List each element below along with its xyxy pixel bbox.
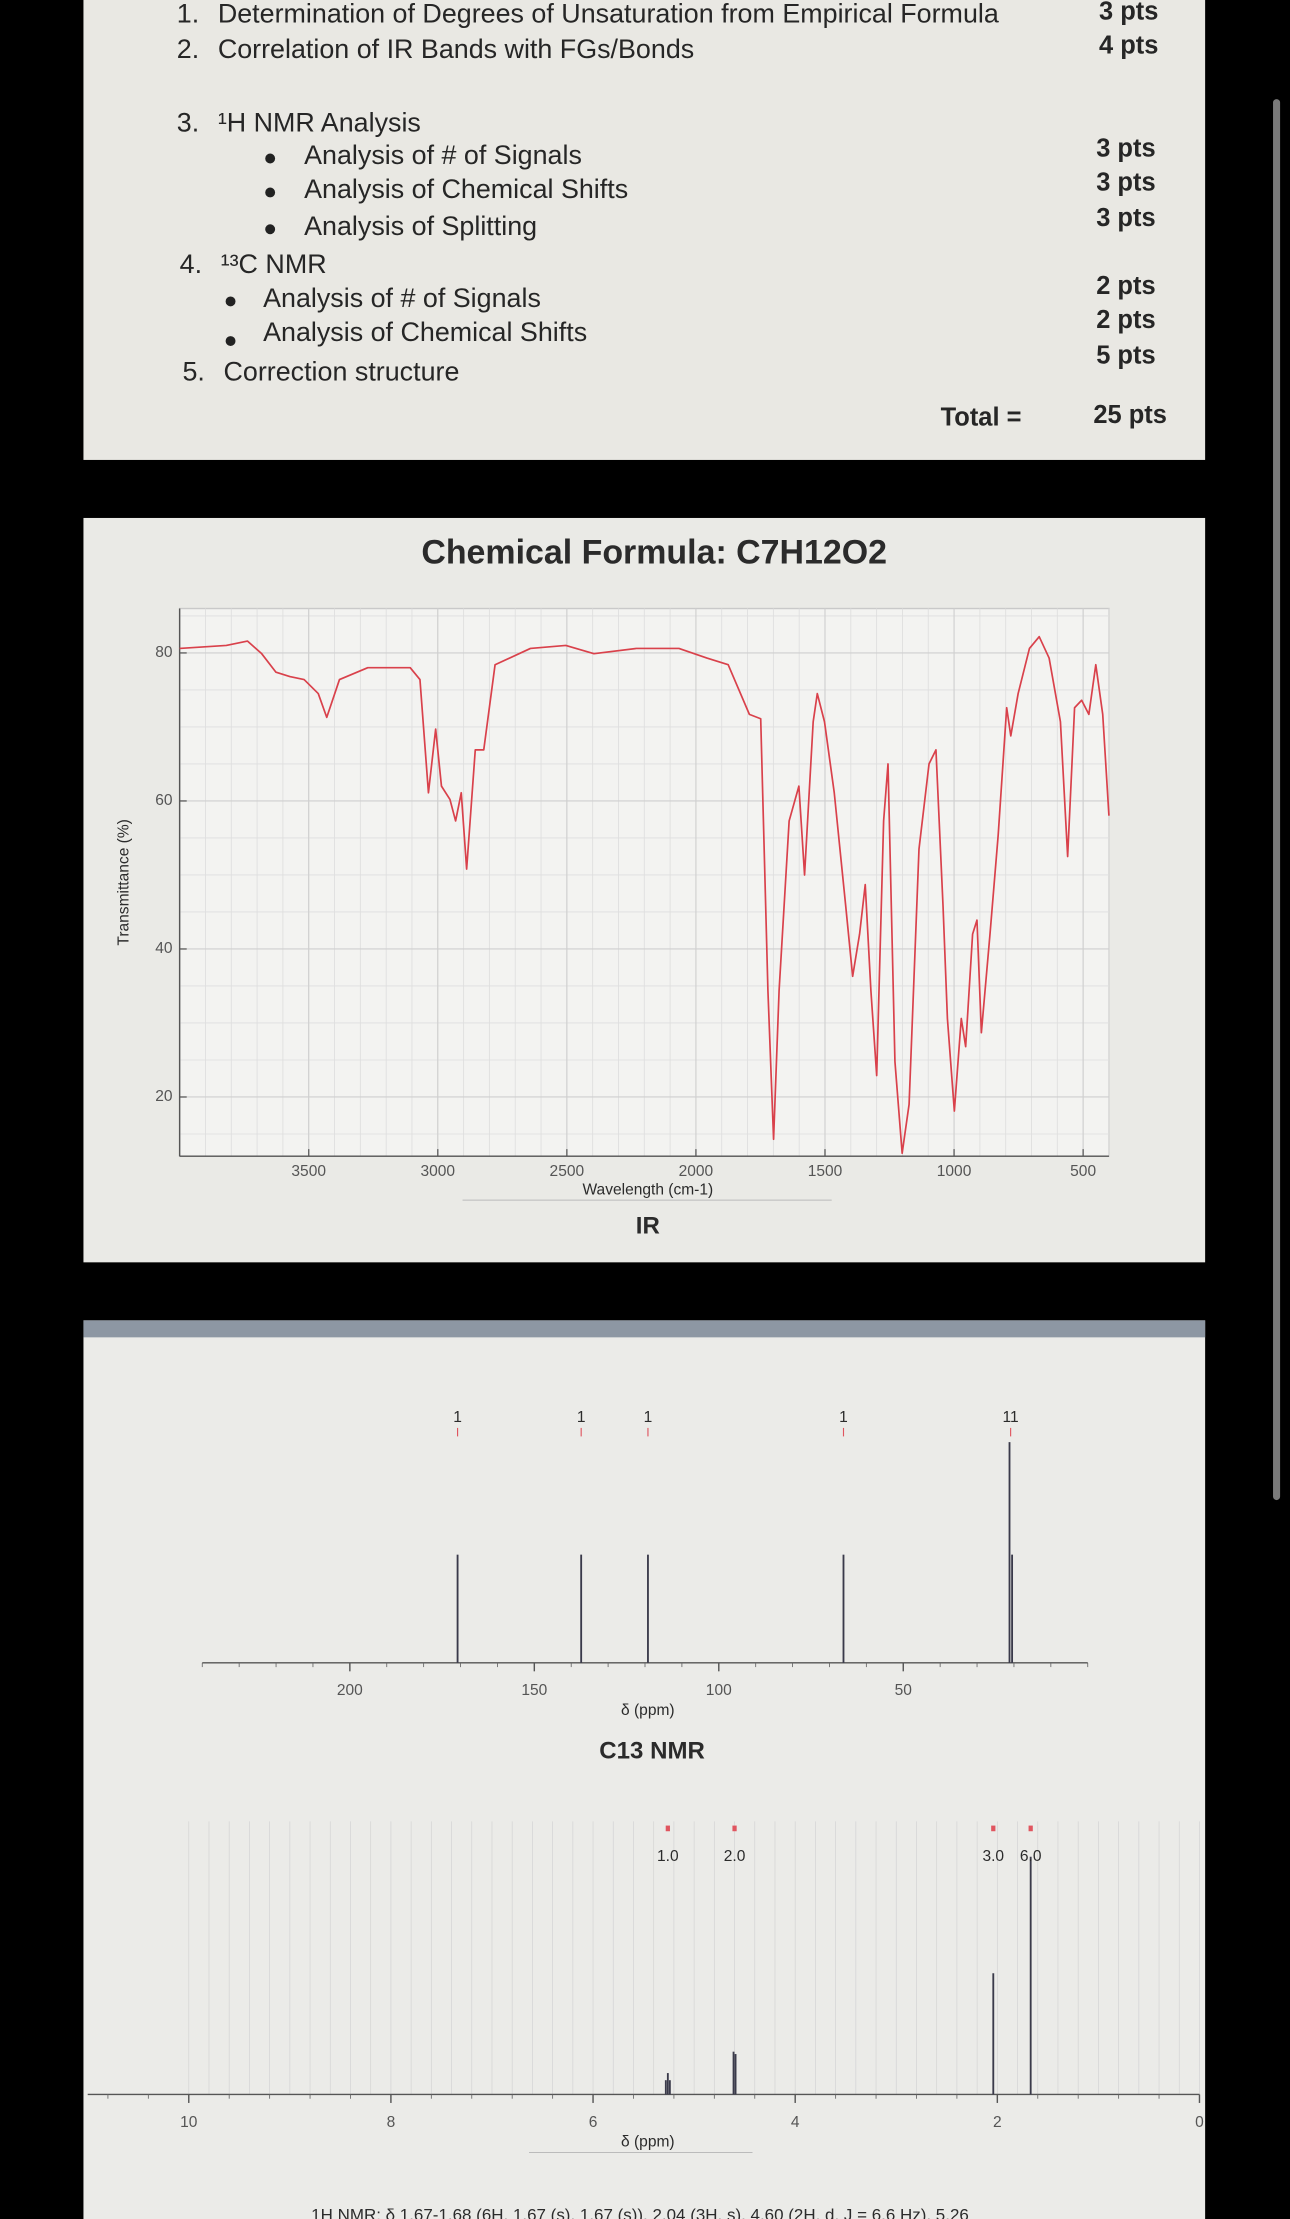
peak-annotation: 6.0 <box>1020 1848 1042 1865</box>
bullet-text: Analysis of Splitting <box>304 211 537 241</box>
x-tick-label: 2500 <box>550 1163 585 1180</box>
x-tick-label: 4 <box>791 2114 800 2131</box>
item-text: Correlation of IR Bands with FGs/Bonds <box>218 34 694 64</box>
spectrum-note: 1H NMR: δ 1.67-1.68 (6H, 1.67 (s), 1.67 … <box>311 2206 969 2219</box>
x-tick-label: 500 <box>1070 1163 1096 1180</box>
x-tick-label: 2000 <box>679 1163 714 1180</box>
x-tick-label: 10 <box>180 2114 198 2131</box>
peak-annotation: 1.0 <box>657 1848 679 1865</box>
item-points: 3 pts <box>1096 204 1155 232</box>
bullet <box>265 224 276 235</box>
x-tick-label: 1500 <box>808 1163 843 1180</box>
charts: 3500 3000 2500 2000 1500 1000 50020406080Chemi… <box>87 534 1204 2219</box>
bullet <box>225 296 236 307</box>
item-number: 4. <box>180 249 202 279</box>
item-points: 4 pts <box>1099 31 1158 59</box>
x-tick-label: 200 <box>337 1682 363 1699</box>
peak-annotation: 1 <box>577 1409 586 1426</box>
item-points: 2 pts <box>1096 306 1155 334</box>
bullet <box>225 336 236 347</box>
peak-annotation: 3.0 <box>982 1848 1004 1865</box>
peak-annotation: 1 <box>644 1409 653 1426</box>
peak-annotation: 1 <box>839 1409 848 1426</box>
peak-annotation: 11 <box>1003 1409 1019 1426</box>
item-number: 5. <box>182 357 204 387</box>
item-text: Correction structure <box>223 357 459 387</box>
item-points: 3 pts <box>1096 169 1155 197</box>
integration-marker <box>732 1825 737 1832</box>
item-number: 3. <box>177 108 199 138</box>
peak-annotation: 1 <box>453 1409 462 1426</box>
integration-marker <box>1028 1825 1033 1832</box>
x-tick-label: 50 <box>895 1682 913 1699</box>
item-text: ¹H NMR Analysis <box>218 108 421 138</box>
rubric: 1. Determination of Degrees of Unsaturat… <box>177 0 1167 432</box>
total-label: Total = <box>941 404 1022 432</box>
item-text: Determination of Degrees of Unsaturation… <box>218 0 999 29</box>
y-axis-label: Transmittance (%) <box>116 819 133 945</box>
spectrum-line <box>179 635 1110 1155</box>
x-tick-label: 0 <box>1195 2114 1204 2131</box>
total-points: 25 pts <box>1093 401 1167 429</box>
panel-header-strip <box>83 1320 1206 1338</box>
bullet-text: Analysis of # of Signals <box>263 283 541 313</box>
integration-marker <box>665 1825 670 1832</box>
chart-title: Chemical Formula: C7H12O2 <box>421 534 887 572</box>
peak-annotation: 2.0 <box>724 1848 746 1865</box>
x-tick-label: 3000 <box>420 1163 455 1180</box>
nmr-panel <box>83 1320 1206 2219</box>
x-tick-label: 1000 <box>937 1163 972 1180</box>
x-tick-label: 150 <box>521 1682 547 1699</box>
x-axis-label: δ (ppm) <box>621 2134 675 2151</box>
x-tick-label: 3500 <box>291 1163 326 1180</box>
x-axis-label: δ (ppm) <box>621 1702 675 1719</box>
item-points: 3 pts <box>1096 135 1155 163</box>
x-tick-label: 2 <box>993 2114 1002 2131</box>
y-tick-label: 40 <box>155 940 173 957</box>
item-text: ¹³C NMR <box>221 249 327 279</box>
bullet <box>265 187 276 198</box>
y-tick-label: 20 <box>155 1088 173 1105</box>
bullet-text: Analysis of Chemical Shifts <box>304 174 628 204</box>
x-tick-label: 8 <box>387 2114 396 2131</box>
chart-caption: IR <box>636 1212 660 1239</box>
scrollbar[interactable] <box>1273 99 1281 1501</box>
bullet <box>265 153 276 164</box>
y-tick-label: 60 <box>155 792 173 809</box>
chart-caption: C13 NMR <box>599 1737 705 1764</box>
item-points: 3 pts <box>1099 0 1158 25</box>
item-number: 1. <box>177 0 199 29</box>
x-tick-label: 100 <box>706 1682 732 1699</box>
integration-marker <box>991 1825 996 1832</box>
y-tick-label: 80 <box>155 644 173 661</box>
item-points: 2 pts <box>1096 272 1155 300</box>
x-axis-label: Wavelength (cm-1) <box>582 1181 713 1198</box>
x-tick-label: 6 <box>589 2114 598 2131</box>
item-number: 2. <box>177 34 199 64</box>
rubric-panel <box>83 0 1206 460</box>
item-points: 5 pts <box>1096 341 1155 369</box>
bullet-text: Analysis of Chemical Shifts <box>263 317 587 347</box>
bullet-text: Analysis of # of Signals <box>304 140 582 170</box>
